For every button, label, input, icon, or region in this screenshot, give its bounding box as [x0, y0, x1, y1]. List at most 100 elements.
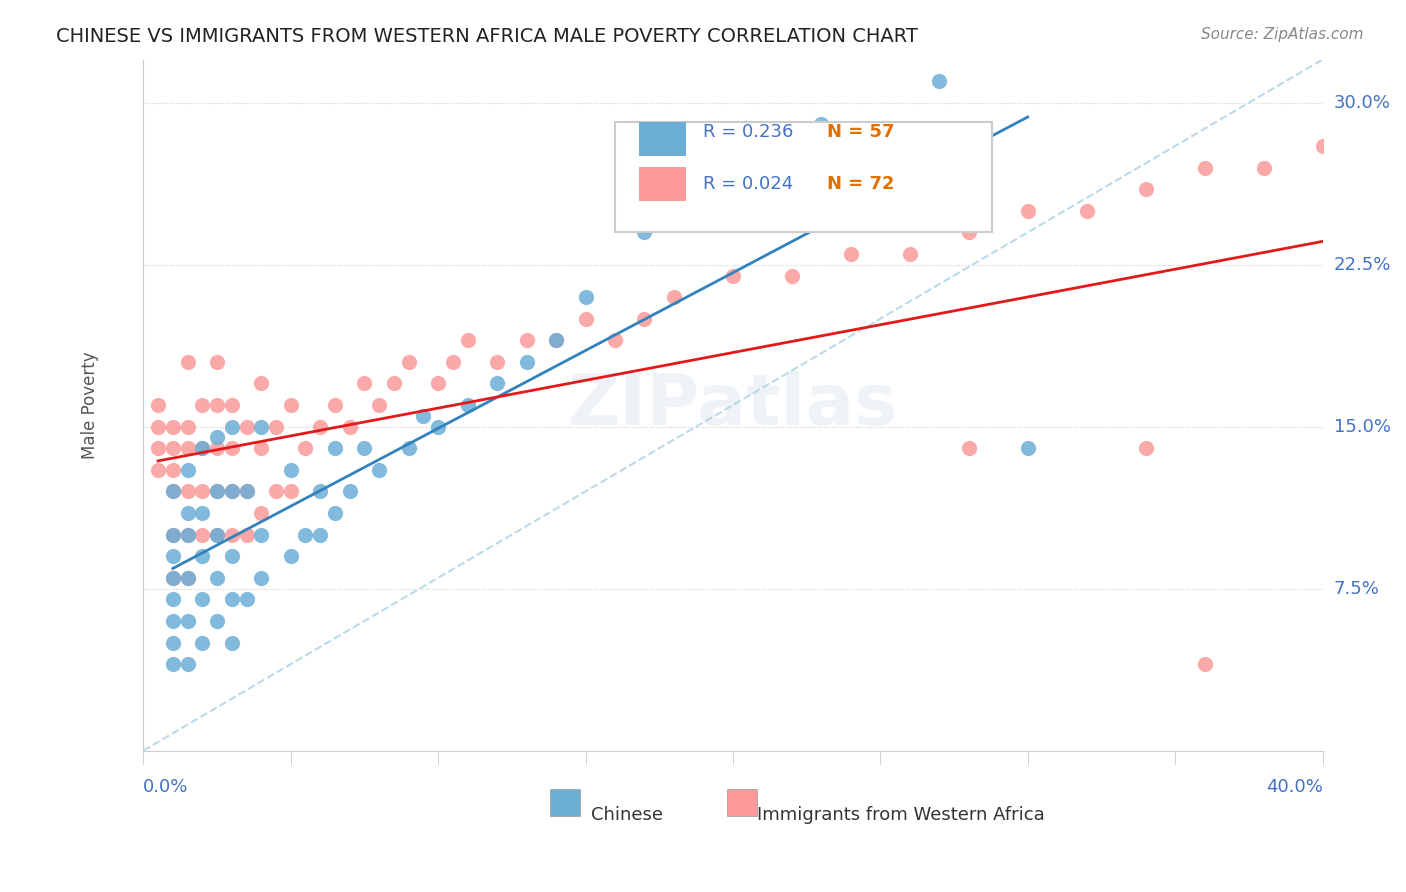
Point: [205, 571, 228, 585]
Point: [457, 333, 479, 347]
Bar: [727, 789, 756, 816]
Text: 40.0%: 40.0%: [1265, 778, 1323, 797]
Point: [162, 527, 184, 541]
FancyBboxPatch shape: [614, 122, 993, 232]
Point: [544, 333, 567, 347]
Point: [176, 442, 198, 456]
Point: [205, 527, 228, 541]
Point: [191, 484, 214, 499]
Point: [162, 484, 184, 499]
Point: [1076, 203, 1098, 218]
Point: [162, 442, 184, 456]
Text: 30.0%: 30.0%: [1334, 94, 1391, 112]
Point: [721, 268, 744, 283]
Point: [264, 484, 287, 499]
Point: [250, 419, 273, 434]
Point: [250, 442, 273, 456]
Point: [457, 398, 479, 412]
Point: [162, 571, 184, 585]
Point: [486, 376, 509, 391]
Bar: [638, 167, 686, 202]
Point: [398, 355, 420, 369]
Text: Immigrants from Western Africa: Immigrants from Western Africa: [756, 805, 1045, 824]
Point: [412, 409, 434, 423]
Point: [353, 376, 375, 391]
Point: [162, 419, 184, 434]
Point: [205, 484, 228, 499]
Point: [205, 614, 228, 628]
Point: [205, 442, 228, 456]
Point: [176, 484, 198, 499]
Point: [516, 355, 538, 369]
Point: [398, 442, 420, 456]
Point: [176, 614, 198, 628]
Point: [191, 506, 214, 520]
Point: [146, 463, 169, 477]
Text: Source: ZipAtlas.com: Source: ZipAtlas.com: [1201, 27, 1364, 42]
Point: [191, 527, 214, 541]
Point: [1371, 442, 1393, 456]
Point: [957, 442, 980, 456]
Point: [191, 442, 214, 456]
Point: [162, 614, 184, 628]
Point: [280, 398, 302, 412]
Point: [235, 484, 257, 499]
Point: [323, 398, 346, 412]
Point: [280, 549, 302, 564]
Point: [176, 571, 198, 585]
Text: Male Poverty: Male Poverty: [82, 351, 100, 458]
Point: [221, 484, 243, 499]
Text: 7.5%: 7.5%: [1334, 580, 1379, 598]
Point: [162, 549, 184, 564]
Point: [1312, 139, 1334, 153]
Point: [323, 506, 346, 520]
Text: N = 72: N = 72: [827, 175, 894, 193]
Point: [264, 419, 287, 434]
Point: [427, 419, 450, 434]
Point: [176, 571, 198, 585]
Point: [191, 635, 214, 649]
Point: [280, 484, 302, 499]
Point: [339, 419, 361, 434]
Point: [162, 592, 184, 607]
Point: [633, 311, 655, 326]
Point: [176, 355, 198, 369]
Text: R = 0.236: R = 0.236: [703, 123, 794, 141]
Point: [221, 527, 243, 541]
Point: [235, 484, 257, 499]
Point: [339, 484, 361, 499]
Bar: [638, 122, 686, 156]
Point: [427, 376, 450, 391]
Point: [176, 527, 198, 541]
Point: [221, 549, 243, 564]
Point: [176, 506, 198, 520]
Point: [1017, 442, 1039, 456]
Point: [205, 484, 228, 499]
Point: [1253, 161, 1275, 175]
Text: 15.0%: 15.0%: [1334, 417, 1391, 435]
Point: [221, 592, 243, 607]
Point: [486, 355, 509, 369]
Point: [191, 398, 214, 412]
Point: [294, 442, 316, 456]
Point: [662, 290, 685, 304]
Point: [441, 355, 464, 369]
Point: [162, 635, 184, 649]
Point: [162, 484, 184, 499]
Point: [162, 657, 184, 672]
Point: [1194, 657, 1216, 672]
Point: [205, 355, 228, 369]
Point: [162, 571, 184, 585]
Point: [368, 398, 391, 412]
Point: [205, 398, 228, 412]
Point: [191, 592, 214, 607]
Point: [839, 247, 862, 261]
Point: [294, 527, 316, 541]
Point: [603, 333, 626, 347]
Point: [221, 442, 243, 456]
Point: [221, 398, 243, 412]
Point: [250, 571, 273, 585]
Text: 0.0%: 0.0%: [143, 778, 188, 797]
Point: [250, 376, 273, 391]
Point: [235, 419, 257, 434]
